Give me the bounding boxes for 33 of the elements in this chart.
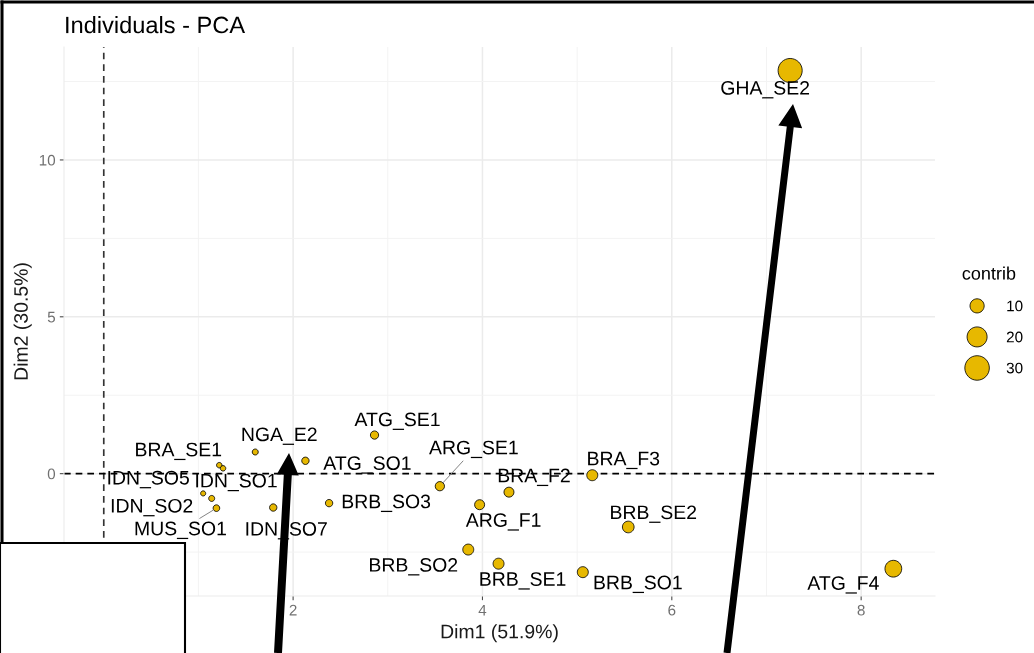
- annotation: IDN_SO5: [108, 470, 189, 489]
- legend-label: 20: [1006, 331, 1023, 343]
- annotation: ARG_F1: [465, 513, 541, 531]
- annotation: GHA_SE2: [721, 80, 810, 99]
- annotation: IDN_SO2: [111, 498, 193, 517]
- y-tick-label: 5: [47, 311, 56, 323]
- legend-label: 30: [1006, 362, 1023, 374]
- annotation: IDN_SO1: [196, 473, 277, 492]
- x-tick-label: 8: [857, 604, 865, 616]
- annotation: BRB_SE1: [480, 572, 566, 590]
- legend-title: contrib: [962, 266, 1016, 280]
- annotation: ATG_F4: [807, 576, 879, 594]
- annotation: ATG_SE1: [354, 412, 440, 430]
- annotation: BRA_F2: [498, 468, 570, 487]
- annotation: ATG_SO1: [323, 456, 411, 474]
- y-tick-label: 0: [47, 468, 56, 480]
- x-axis-title: Dim1 (51.9%): [441, 624, 558, 643]
- annotation: BRB_SE2: [611, 505, 697, 523]
- annotation: NGA_E2: [242, 427, 317, 445]
- annotation: BRB_SO1: [594, 575, 682, 594]
- x-tick-label: 2: [289, 604, 297, 616]
- legend-label: 10: [1007, 300, 1023, 312]
- annotation: MUS_SO1: [135, 521, 226, 540]
- y-axis-title: Dim2 (30.5%): [13, 263, 32, 380]
- annotation: BRB_SO2: [370, 558, 458, 576]
- x-tick-label: 6: [668, 604, 676, 616]
- x-tick-label: 4: [478, 604, 487, 616]
- annotation: BRB_SO3: [342, 494, 431, 513]
- annotation: BRA_SE1: [136, 442, 222, 461]
- annotation: ARG_SE1: [429, 440, 518, 459]
- y-tick-label: 10: [39, 154, 56, 166]
- annotation: BRA_F3: [588, 451, 660, 470]
- chart-title: Individuals - PCA: [66, 16, 246, 34]
